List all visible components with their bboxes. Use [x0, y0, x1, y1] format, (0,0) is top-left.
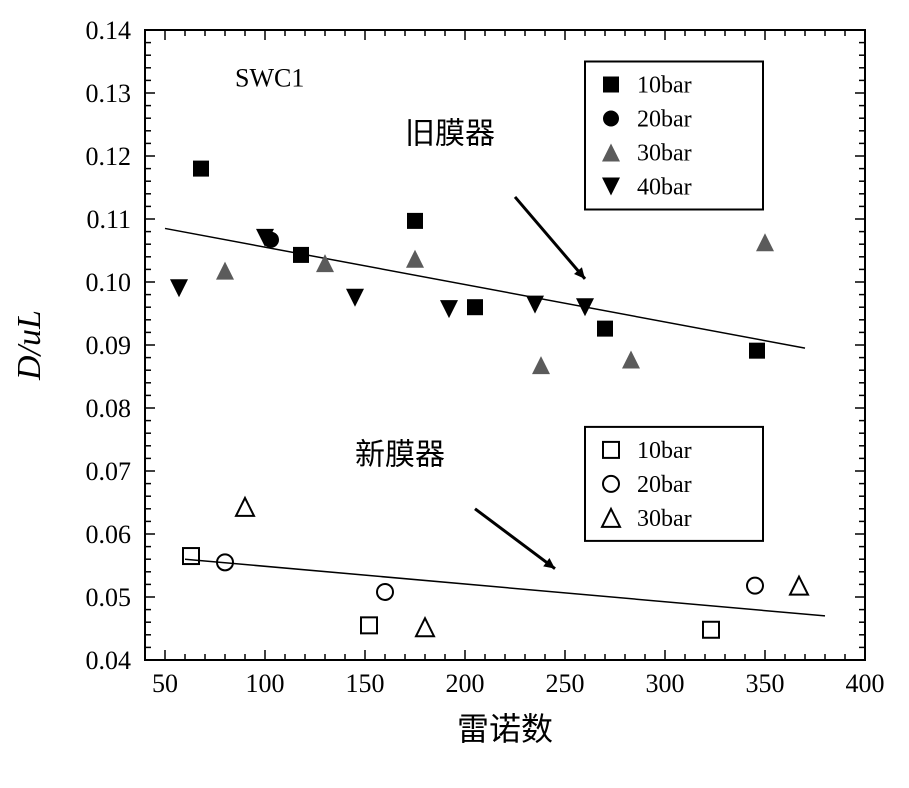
legend-item-label: 30bar — [637, 506, 692, 532]
y-axis-label: D/uL — [11, 310, 48, 381]
x-tick-label: 200 — [446, 669, 485, 698]
series-old-40bar — [170, 229, 594, 318]
legend-item-label: 10bar — [637, 438, 692, 464]
y-tick-label: 0.10 — [86, 268, 132, 297]
scatter-chart: 50 100 150 200 250 300 350 400 雷诺数 0.04 0.05 0.06 0.… — [0, 0, 909, 788]
legend-item-label: 20bar — [637, 472, 692, 498]
x-tick-label: 400 — [846, 669, 885, 698]
inplot-title: SWC1 — [235, 64, 304, 93]
y-tick-label: 0.06 — [86, 520, 132, 549]
y-tick-label: 0.12 — [86, 142, 132, 171]
legend-item-label: 20bar — [637, 107, 692, 133]
x-tick-label: 300 — [646, 669, 685, 698]
legend-item-label: 30bar — [637, 141, 692, 167]
legend-old: 10bar 20bar 30bar 40bar — [585, 62, 763, 210]
x-tick-label: 350 — [746, 669, 785, 698]
y-tick-label: 0.09 — [86, 331, 132, 360]
fit-line-new-fit — [185, 559, 825, 616]
y-tick-label: 0.13 — [86, 79, 132, 108]
series-new-20bar — [217, 554, 763, 600]
y-tick-label: 0.14 — [86, 16, 132, 45]
x-tick-label: 50 — [152, 669, 178, 698]
y-tick-label: 0.04 — [86, 646, 132, 675]
y-tick-label: 0.11 — [86, 205, 131, 234]
x-tick-label: 100 — [246, 669, 285, 698]
annot-new-label: 新膜器 — [355, 439, 445, 472]
legend-item-label: 40bar — [637, 175, 692, 201]
y-tick-label: 0.05 — [86, 583, 132, 612]
x-axis-label: 雷诺数 — [457, 711, 553, 747]
y-tick-label: 0.08 — [86, 394, 132, 423]
series-new-10bar — [183, 548, 719, 638]
chart-container: 50 100 150 200 250 300 350 400 雷诺数 0.04 0.05 0.06 0.… — [0, 0, 909, 788]
annot-new: 新膜器 — [355, 439, 555, 569]
y-tick-label: 0.07 — [86, 457, 132, 486]
legend-new: 10bar 20bar 30bar — [585, 427, 763, 541]
x-tick-label: 150 — [346, 669, 385, 698]
legend-item-label: 10bar — [637, 73, 692, 99]
annot-old-label: 旧膜器 — [405, 117, 495, 150]
x-tick-label: 250 — [546, 669, 585, 698]
annot-old: 旧膜器 — [405, 117, 585, 278]
fit-line-old-fit — [165, 228, 805, 348]
